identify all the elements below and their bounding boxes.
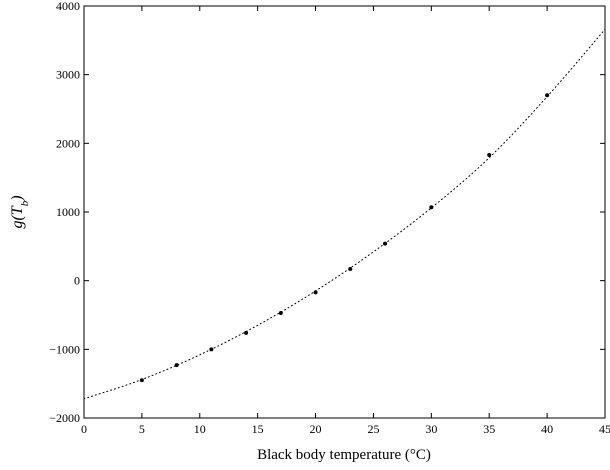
x-tick-label: 0 xyxy=(81,422,87,436)
x-tick-label: 45 xyxy=(599,422,610,436)
fit-curve xyxy=(83,28,606,400)
y-tick-label: 0 xyxy=(74,274,80,288)
y-axis-label: g(Tb) xyxy=(9,195,31,228)
x-tick-label: 35 xyxy=(483,422,495,436)
x-ticks: 0 5 10 15 20 25 30 35 40 45 xyxy=(81,6,610,436)
y-tick-label: 1000 xyxy=(56,205,80,219)
y-tick-label: 2000 xyxy=(56,136,80,150)
x-tick-label: 15 xyxy=(252,422,264,436)
data-point xyxy=(429,205,434,210)
x-axis-label: Black body temperature (°C) xyxy=(257,447,431,463)
y-axis-label-sub: b xyxy=(19,200,31,206)
y-axis-label-main: g(T xyxy=(9,205,26,228)
x-tick-label: 40 xyxy=(541,422,553,436)
y-tick-label: 3000 xyxy=(56,68,80,82)
y-ticks: −2000 −1000 0 1000 2000 3000 4000 xyxy=(49,0,605,425)
data-point xyxy=(244,330,249,335)
x-tick-label: 25 xyxy=(367,422,379,436)
y-axis-label-close: ) xyxy=(9,195,26,201)
plot-area xyxy=(83,5,606,419)
x-tick-label: 30 xyxy=(425,422,437,436)
x-tick-label: 20 xyxy=(310,422,322,436)
x-tick-label: 10 xyxy=(194,422,206,436)
data-point xyxy=(139,378,144,383)
y-tick-label: −1000 xyxy=(49,342,80,356)
x-tick-label: 5 xyxy=(139,422,145,436)
data-point xyxy=(348,266,353,271)
data-point xyxy=(313,290,318,295)
y-tick-label: −2000 xyxy=(49,411,80,425)
series-layer xyxy=(83,28,606,400)
data-point xyxy=(487,153,492,158)
y-tick-label: 4000 xyxy=(56,0,80,13)
